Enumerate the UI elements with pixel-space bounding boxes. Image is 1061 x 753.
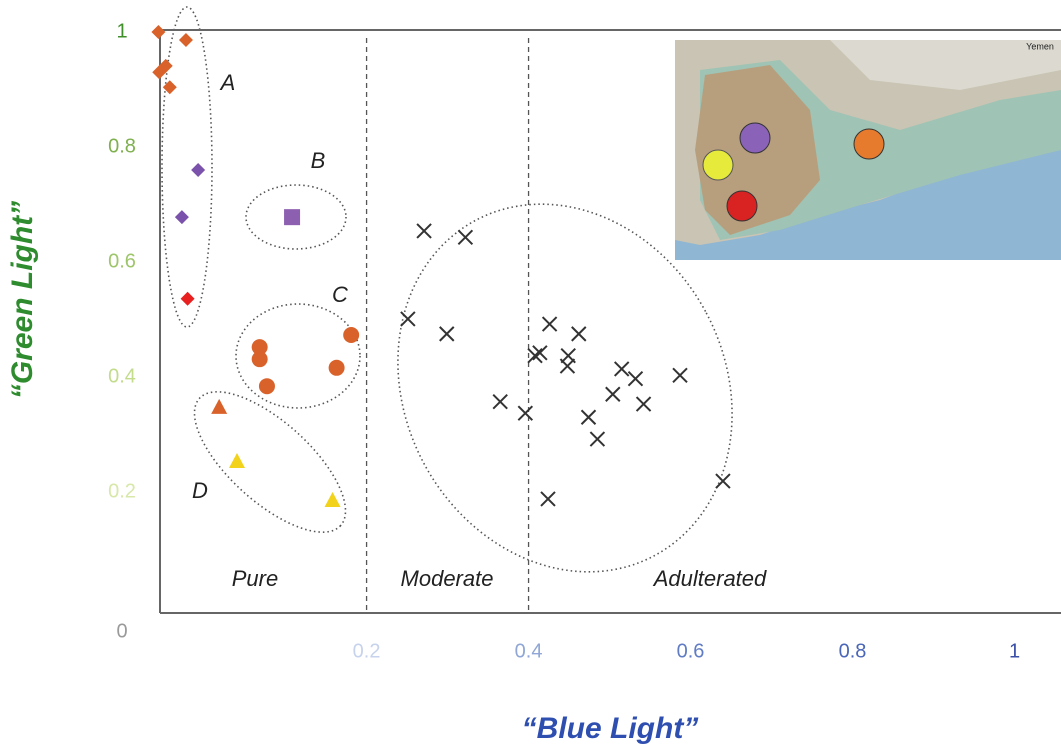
diamond-point <box>151 25 165 39</box>
cross-point <box>581 410 595 424</box>
cross-point <box>518 406 532 420</box>
group-label: D <box>192 478 208 503</box>
x-axis-title: “Blue Light” <box>522 712 699 745</box>
cross-point <box>440 327 454 341</box>
y-tick-label: 0.6 <box>108 250 136 272</box>
x-tick-label: 1 <box>1009 640 1020 662</box>
cross-point <box>716 474 730 488</box>
cross-point <box>628 372 642 386</box>
cross-point <box>493 395 507 409</box>
y-tick-label: 1 <box>116 20 127 42</box>
x-tick-label: 0.6 <box>677 640 705 662</box>
circle-point <box>343 327 359 343</box>
group-label: A <box>219 70 236 95</box>
region-label: Pure <box>232 566 278 591</box>
cross-point <box>541 492 555 506</box>
cross-point <box>615 362 629 376</box>
cross-point <box>533 346 547 360</box>
diamond-point <box>181 292 195 306</box>
x-tick-label: 0.8 <box>839 640 867 662</box>
triangle-point <box>211 399 227 414</box>
diamond-point <box>175 210 189 224</box>
group-label: C <box>332 282 348 307</box>
region-label: Moderate <box>401 566 494 591</box>
triangle-point <box>229 453 245 468</box>
inset-map: Yemen <box>675 40 1061 260</box>
cross-point <box>637 397 651 411</box>
cross-point <box>560 359 574 373</box>
group-label: B <box>311 148 326 173</box>
circle-point <box>259 378 275 394</box>
x-tick-label: 0.2 <box>353 640 381 662</box>
cross-point <box>528 349 542 363</box>
y-tick-label: 0 <box>116 620 127 642</box>
cross-point <box>401 312 415 326</box>
diamond-point <box>191 163 205 177</box>
cross-point <box>543 317 557 331</box>
circle-point <box>252 351 268 367</box>
diamond-point <box>179 33 193 47</box>
chart: Yemen “Green Light” “Blue Light” 0 0.2 0.4… <box>0 0 1061 753</box>
y-tick-label: 0.2 <box>108 480 136 502</box>
circle-point <box>329 360 345 376</box>
cross-point <box>458 230 472 244</box>
inset-label: Yemen <box>1026 41 1054 51</box>
y-tick-label: 0.8 <box>108 135 136 157</box>
cross-point <box>673 368 687 382</box>
x-tick-label: 0.4 <box>515 640 543 662</box>
region-label: Adulterated <box>652 566 767 591</box>
square-point <box>284 209 300 225</box>
triangle-point <box>325 492 341 507</box>
cross-point <box>590 432 604 446</box>
cross-point <box>606 387 620 401</box>
cross-point <box>572 327 586 341</box>
y-tick-label: 0.4 <box>108 365 136 387</box>
cross-point <box>417 224 431 238</box>
y-axis-title: “Green Light” <box>6 201 39 399</box>
